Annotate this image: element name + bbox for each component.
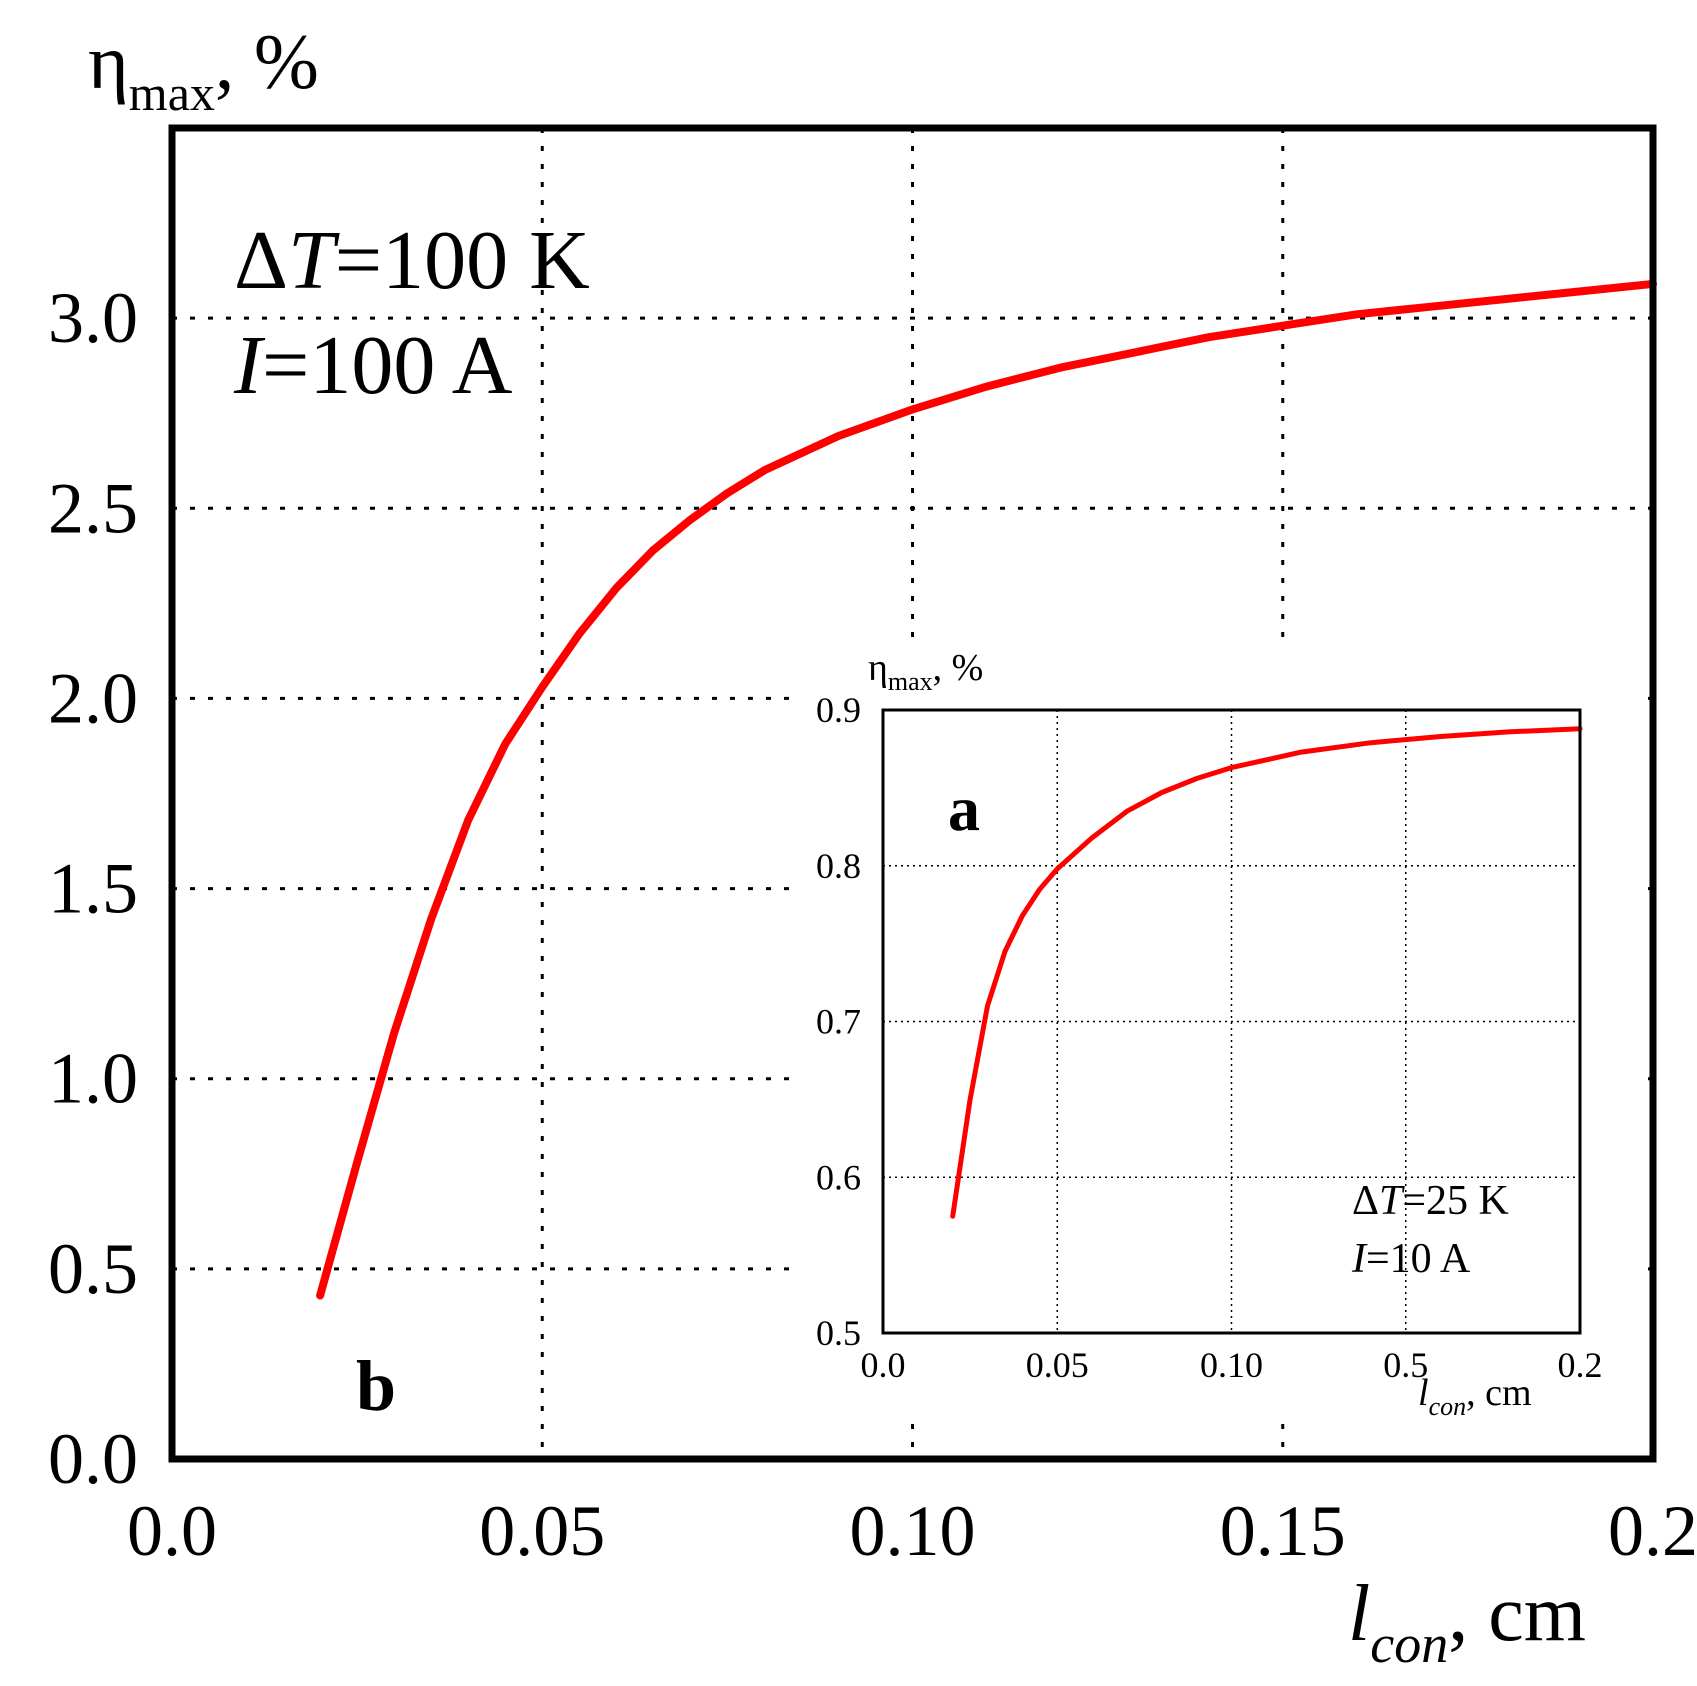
main-y-tick-label: 0.0 <box>48 1419 138 1499</box>
inset-y-tick-label: 0.8 <box>816 846 861 886</box>
inset-annotation: ΔT=25 K <box>1352 1178 1509 1224</box>
main-x-tick-label: 0.10 <box>850 1491 976 1571</box>
main-panel: 0.00.51.01.52.02.53.00.0 0.05 0.10 0.15 0.2η… <box>48 18 1697 1674</box>
inset-x-tick-label: 0.05 <box>1026 1345 1089 1385</box>
inset-frame <box>881 708 1582 1335</box>
main-y-tick-label: 3.0 <box>48 278 138 358</box>
inset-x-tick-label: 0.10 <box>1200 1345 1263 1385</box>
main-frame <box>168 124 1657 1463</box>
main-y-axis-label: ηmax, % <box>88 18 319 121</box>
inset-y-tick-label: 0.6 <box>816 1157 861 1197</box>
main-annotation: I=100 A <box>233 319 513 412</box>
main-y-tick-label: 2.5 <box>48 468 138 548</box>
main-panel-label: b <box>356 1346 396 1426</box>
main-y-tick-label: 1.5 <box>48 849 138 929</box>
inset-annotation: I=10 A <box>1351 1236 1471 1282</box>
main-x-tick-label: 0.15 <box>1220 1491 1346 1571</box>
inset-panel-label: a <box>948 773 980 844</box>
main-series-line <box>316 279 1657 1300</box>
main-y-tick-label: 1.0 <box>48 1039 138 1119</box>
inset-y-axis-label: ηmax, % <box>868 647 983 696</box>
main-x-tick-label: 0.2 <box>1608 1491 1697 1571</box>
main-x-axis-label: lcon, cm <box>1348 1570 1586 1674</box>
inset-x-tick-label: 0.0 <box>861 1345 906 1385</box>
inset-series-line <box>950 726 1583 1219</box>
inset-x-axis-label: lcon, cm <box>1418 1372 1532 1421</box>
main-x-tick-label: 0.05 <box>479 1491 605 1571</box>
inset-y-tick-label: 0.5 <box>816 1313 861 1353</box>
main-x-tick-label: 0.0 <box>127 1491 217 1571</box>
inset-y-tick-label: 0.9 <box>816 690 861 730</box>
inset-background <box>800 640 1640 1420</box>
main-y-tick-label: 2.0 <box>48 658 138 738</box>
main-y-tick-label: 0.5 <box>48 1229 138 1309</box>
main-annotation: ΔT=100 K <box>234 214 590 307</box>
inset-y-tick-label: 0.7 <box>816 1002 861 1042</box>
inset-x-tick-label: 0.5 <box>1383 1345 1428 1385</box>
inset-x-tick-label: 0.2 <box>1558 1345 1603 1385</box>
inset-panel: 0.5 0.6 0.7 0.8 0.9 0.0 0.05 0.10 0.5 0.2 ηmax, % l… <box>800 640 1640 1421</box>
